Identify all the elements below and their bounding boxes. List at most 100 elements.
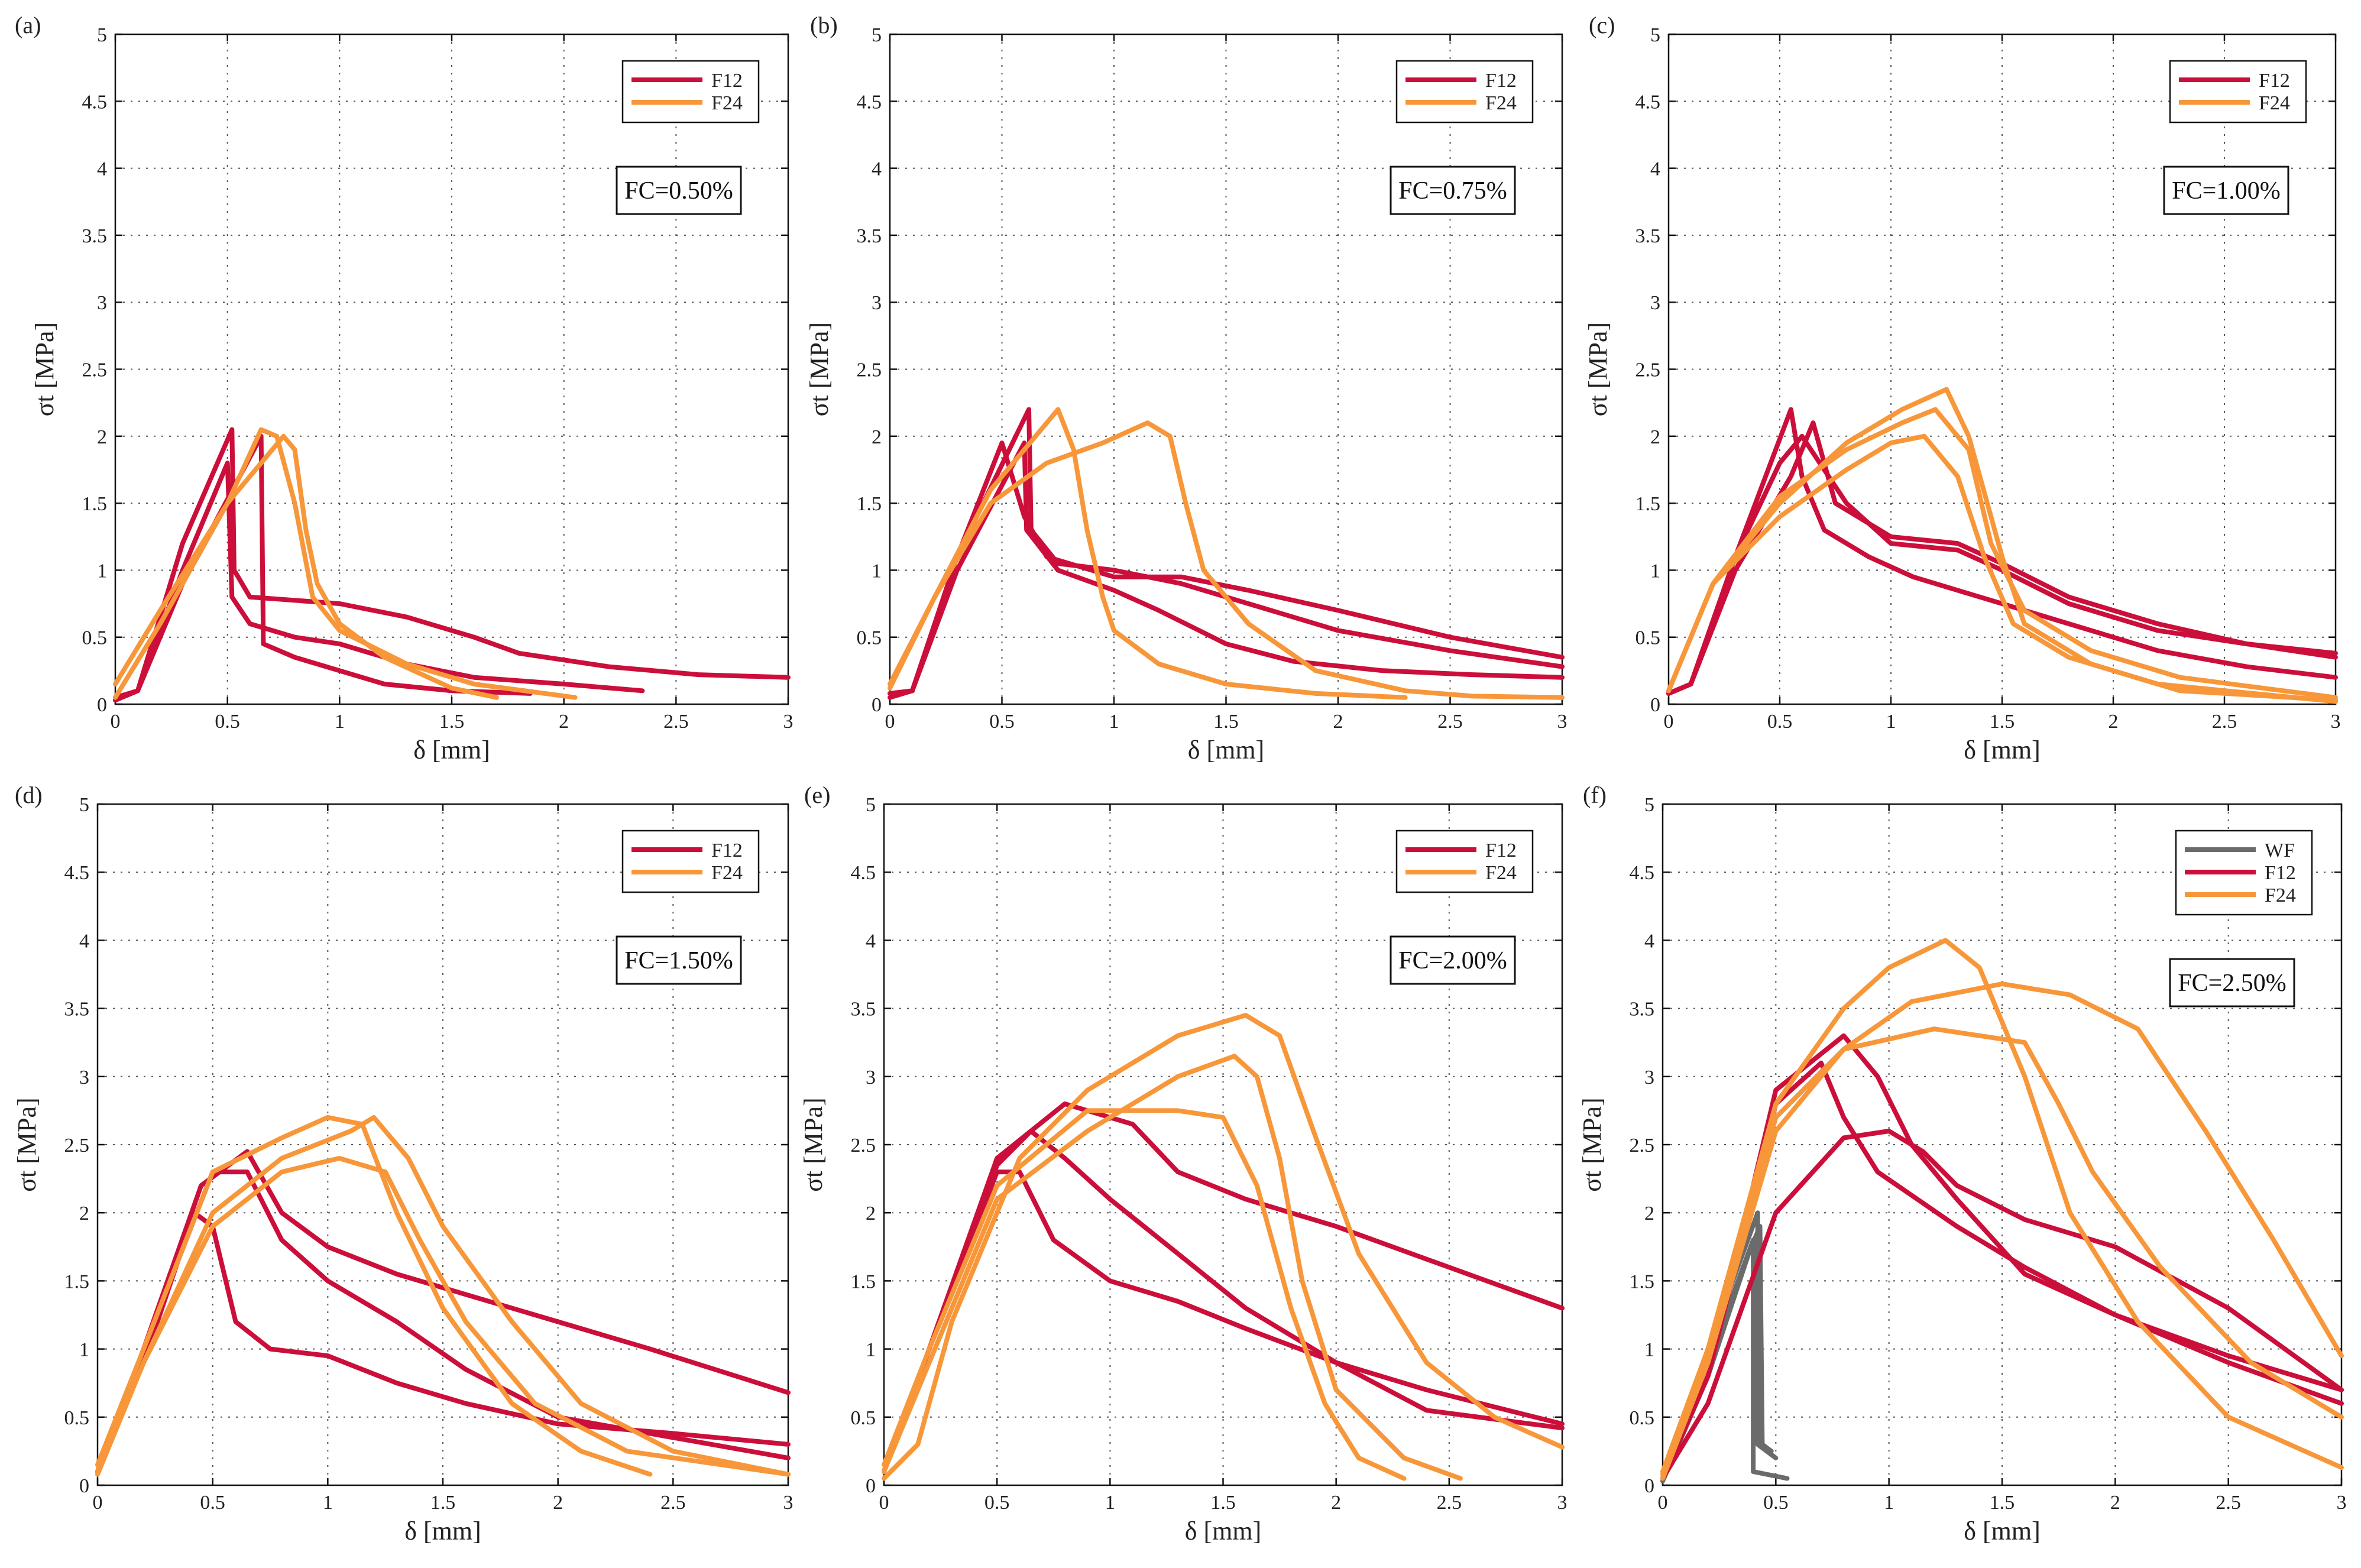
y-tick-label: 3 — [97, 292, 107, 314]
y-tick-label: 4 — [97, 158, 107, 180]
x-tick-label: 1.5 — [1990, 1492, 2015, 1514]
fc-annotation: FC=2.50% — [2169, 958, 2295, 1007]
y-tick-label: 4.5 — [1630, 862, 1655, 884]
x-tick-label: 1.5 — [1213, 711, 1239, 733]
x-tick-label: 3 — [783, 711, 794, 733]
x-axis-label: δ [mm] — [1185, 1517, 1262, 1546]
x-tick-label: 0.5 — [1763, 1492, 1789, 1514]
y-tick-label: 4 — [79, 930, 89, 952]
y-tick-label: 3 — [872, 292, 882, 314]
x-tick-label: 1 — [1886, 711, 1896, 733]
series-line-f24 — [888, 407, 1408, 700]
legend-label-f12: F12 — [1485, 840, 1517, 861]
x-tick-label: 0 — [93, 1492, 103, 1514]
y-tick-label: 1 — [1644, 1339, 1654, 1361]
legend-label-wf: WF — [2265, 840, 2295, 861]
y-tick-label: 1 — [1650, 560, 1660, 582]
series-line-f12 — [113, 433, 533, 703]
series-line-f24 — [1660, 938, 2344, 1474]
y-tick-label: 4 — [1644, 930, 1654, 952]
legend-label-f24: F24 — [711, 862, 743, 884]
y-tick-label: 2 — [79, 1203, 89, 1224]
y-tick-label: 2.5 — [857, 359, 882, 381]
y-tick-label: 5 — [79, 794, 89, 816]
annotation-text: FC=1.00% — [2172, 177, 2281, 205]
y-tick-label: 4.5 — [1635, 91, 1661, 113]
series-line-f12 — [888, 440, 1565, 700]
legend-label-f24: F24 — [711, 92, 743, 114]
panel-e: 0 0.5 1 1.5 2 2.5 3 0 0.5 1 1.5 2 2.5 3 3.5 4 4.5 5 δ [mm]… — [799, 782, 1567, 1546]
y-tick-label: 1.5 — [851, 1271, 876, 1292]
y-axis-label: σt [MPa] — [12, 1097, 41, 1191]
y-tick-label: 0.5 — [82, 627, 108, 649]
x-tick-label: 1.5 — [1210, 1492, 1236, 1514]
panel-c: 0 0.5 1 1.5 2 2.5 3 0 0.5 1 1.5 2 2.5 3 3.5 4 4.5 5 δ [mm]… — [1583, 12, 2341, 764]
y-tick-label: 5 — [872, 24, 882, 46]
y-tick-label: 2 — [1644, 1203, 1654, 1224]
legend-label-f12: F12 — [1485, 70, 1517, 92]
x-tick-label: 0.5 — [1767, 711, 1793, 733]
y-tick-label: 0 — [872, 694, 882, 716]
series-line-f24 — [882, 1013, 1565, 1481]
fc-annotation: FC=1.00% — [2163, 166, 2289, 215]
y-tick-label: 3.5 — [857, 225, 882, 247]
x-tick-label: 0.5 — [984, 1492, 1010, 1514]
y-axis-label: σt [MPa] — [1578, 1097, 1607, 1191]
x-tick-label: 0 — [879, 1492, 889, 1514]
series-line-f24 — [882, 1108, 1407, 1481]
y-tick-label: 0 — [866, 1475, 876, 1497]
y-tick-label: 1.5 — [64, 1271, 90, 1292]
y-tick-label: 0.5 — [1635, 627, 1661, 649]
panel-label: (f) — [1583, 782, 1607, 808]
series-line-f24 — [1660, 1026, 2344, 1481]
x-tick-label: 1 — [335, 711, 345, 733]
y-tick-label: 1.5 — [1630, 1271, 1655, 1292]
legend-label-f24: F24 — [2265, 885, 2296, 906]
plot-frame — [96, 803, 789, 1486]
y-axis-label: σt [MPa] — [30, 322, 59, 416]
series-line-f12 — [882, 1101, 1565, 1474]
series-line-f12 — [888, 407, 1565, 696]
legend-label-f24: F24 — [1485, 92, 1517, 114]
x-tick-label: 1.5 — [430, 1492, 456, 1514]
y-tick-label: 4.5 — [857, 91, 882, 113]
y-tick-label: 2 — [866, 1203, 876, 1224]
annotation-box — [2169, 958, 2295, 1007]
y-tick-label: 4 — [1650, 158, 1660, 180]
x-tick-label: 0 — [1658, 1492, 1668, 1514]
x-tick-label: 2.5 — [1437, 1492, 1462, 1514]
y-tick-label: 5 — [97, 24, 107, 46]
x-tick-label: 1 — [1105, 1492, 1115, 1514]
panel-label: (a) — [15, 12, 41, 38]
x-tick-label: 0 — [111, 711, 121, 733]
panel-b: 0 0.5 1 1.5 2 2.5 3 0 0.5 1 1.5 2 2.5 3 3.5 4 4.5 5 δ [mm]… — [805, 12, 1567, 764]
y-tick-label: 0.5 — [64, 1407, 90, 1429]
x-axis-label: δ [mm] — [1188, 736, 1265, 764]
series-line-f24 — [1666, 407, 2338, 700]
panel-f: 0 0.5 1 1.5 2 2.5 3 0 0.5 1 1.5 2 2.5 3 3.5 4 4.5 5 δ [mm]… — [1578, 782, 2347, 1546]
x-tick-label: 2.5 — [2216, 1492, 2241, 1514]
y-axis-label: σt [MPa] — [805, 322, 834, 416]
y-tick-label: 5 — [866, 794, 876, 816]
y-tick-label: 3 — [1650, 292, 1660, 314]
y-tick-label: 4 — [872, 158, 882, 180]
y-tick-label: 5 — [1644, 794, 1654, 816]
annotation-text: FC=2.50% — [2178, 970, 2286, 997]
x-tick-label: 2 — [1333, 711, 1343, 733]
y-tick-label: 5 — [1650, 24, 1660, 46]
legend-label-f12: F12 — [2259, 70, 2290, 92]
legend-box — [1395, 60, 1534, 124]
annotation-box — [1390, 166, 1516, 215]
legend-box — [1395, 830, 1534, 893]
annotation-box — [2163, 166, 2289, 215]
annotation-text: FC=1.50% — [624, 947, 733, 974]
y-tick-label: 0 — [79, 1475, 89, 1497]
x-tick-label: 2 — [1331, 1492, 1341, 1514]
y-tick-label: 4.5 — [851, 862, 876, 884]
x-tick-label: 3 — [2331, 711, 2341, 733]
x-axis-label: δ [mm] — [413, 736, 490, 764]
